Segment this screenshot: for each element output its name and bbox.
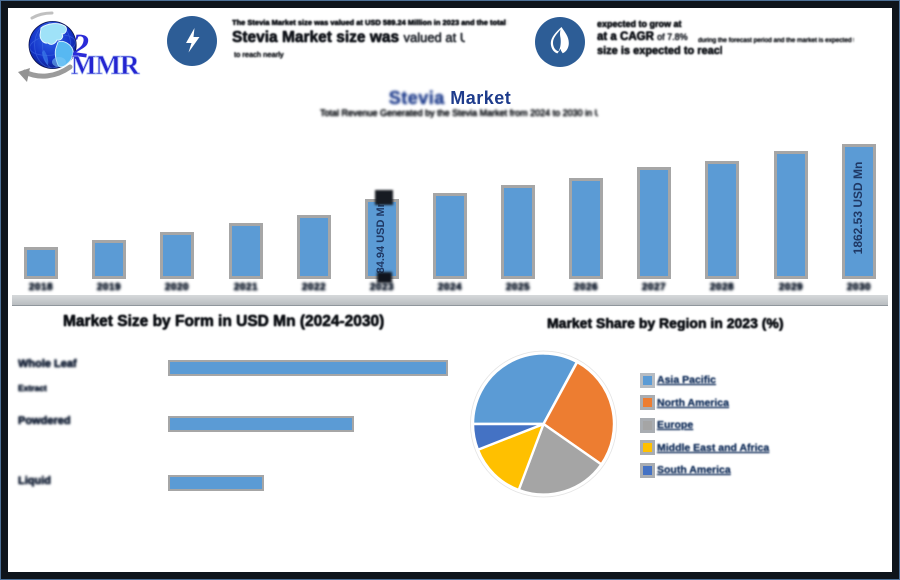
svg-text:2: 2 <box>70 28 91 66</box>
svg-text:MMR: MMR <box>71 50 140 80</box>
